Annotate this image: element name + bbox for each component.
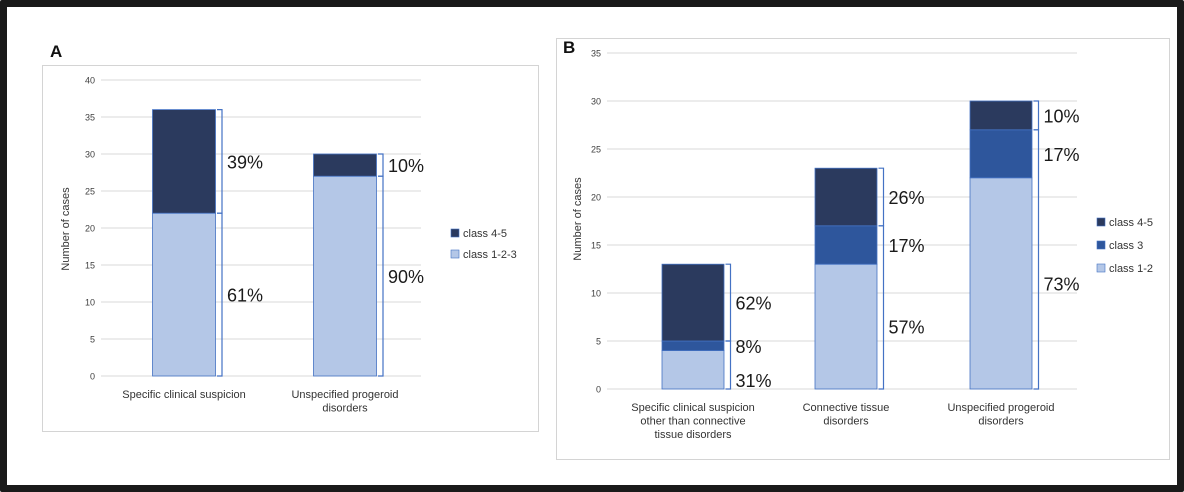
data-label: 57% [889, 318, 925, 338]
legend-swatch [1096, 263, 1106, 273]
y-tick-label: 20 [85, 224, 95, 234]
category-label: Specific clinical suspicion [122, 389, 246, 401]
category-label: Unspecified progeroid disorders [947, 402, 1054, 428]
y-tick-label: 25 [591, 145, 601, 155]
y-axis-title: Number of cases [572, 177, 584, 261]
chart-panel-a: 0 5 10 15 20 25 30 35 40 Number of cases 61% 39% Spe… [42, 65, 539, 432]
bracket [217, 212, 223, 377]
bracket [378, 175, 384, 377]
y-tick-label: 10 [591, 289, 601, 299]
bar-segment [661, 340, 725, 352]
bar-segment [814, 263, 878, 390]
y-tick-label: 40 [85, 76, 95, 86]
chart-panel-b: 0 5 10 15 20 25 30 35 Number of cases 31% 8% 62% Spe… [556, 38, 1170, 460]
data-label: 17% [1044, 145, 1080, 165]
y-tick-label: 5 [596, 337, 601, 347]
data-label: 39% [227, 152, 263, 172]
legend-label: class 4-5 [463, 228, 507, 240]
bracket [217, 109, 223, 214]
bracket [1033, 100, 1040, 131]
y-tick-label: 25 [85, 187, 95, 197]
legend-label: class 3 [1109, 240, 1143, 252]
category-label: Connective tissue disorders [803, 402, 890, 428]
data-label: 62% [736, 294, 772, 314]
bar-segment [661, 350, 725, 390]
y-axis-title: Number of cases [60, 187, 72, 271]
data-label: 90% [388, 267, 424, 287]
data-label: 10% [388, 156, 424, 176]
bracket [725, 340, 732, 390]
y-tick-label: 15 [591, 241, 601, 251]
bar-segment [661, 263, 725, 342]
chart-a-svg: 0 5 10 15 20 25 30 35 40 Number of cases 61% 39% Spe… [60, 76, 517, 415]
panel-label-a: A [50, 42, 63, 61]
bracket [1033, 129, 1040, 390]
category-label: Unspecified progeroid disorders [291, 389, 398, 415]
bar-segment [313, 153, 377, 177]
bar-segment [814, 167, 878, 227]
y-tick-label: 35 [591, 49, 601, 59]
legend-swatch [450, 228, 460, 238]
y-tick-label: 0 [596, 385, 601, 395]
bar-segment [969, 129, 1033, 179]
bar-segment [969, 177, 1033, 390]
bar-segment [152, 212, 216, 377]
y-tick-label: 0 [90, 372, 95, 382]
y-tick-label: 30 [591, 97, 601, 107]
data-label: 26% [889, 188, 925, 208]
data-label: 73% [1044, 274, 1080, 294]
legend-label: class 4-5 [1109, 217, 1153, 229]
y-tick-label: 20 [591, 193, 601, 203]
data-label: 10% [1044, 106, 1080, 126]
bracket [878, 225, 885, 390]
data-label: 8% [736, 337, 762, 357]
bracket [378, 153, 384, 177]
y-tick-label: 30 [85, 150, 95, 160]
y-tick-label: 5 [90, 335, 95, 345]
y-tick-label: 35 [85, 113, 95, 123]
bar-segment [313, 175, 377, 377]
bracket [725, 263, 732, 342]
category-label: Specific clinical suspicion other than co… [631, 402, 755, 441]
legend-label: class 1-2-3 [463, 249, 517, 261]
panel-label-b: B [563, 38, 576, 57]
bar-segment [969, 100, 1033, 131]
legend-swatch [1096, 217, 1106, 227]
chart-b-svg: 0 5 10 15 20 25 30 35 Number of cases 31% 8% 62% Spe… [572, 49, 1153, 442]
data-label: 17% [889, 236, 925, 256]
data-label: 31% [736, 371, 772, 391]
y-tick-label: 10 [85, 298, 95, 308]
legend-swatch [1096, 240, 1106, 250]
legend-swatch [450, 249, 460, 259]
y-tick-label: 15 [85, 261, 95, 271]
data-label: 61% [227, 286, 263, 306]
legend-label: class 1-2 [1109, 263, 1153, 275]
bar-segment [814, 225, 878, 265]
bar-segment [152, 109, 216, 214]
